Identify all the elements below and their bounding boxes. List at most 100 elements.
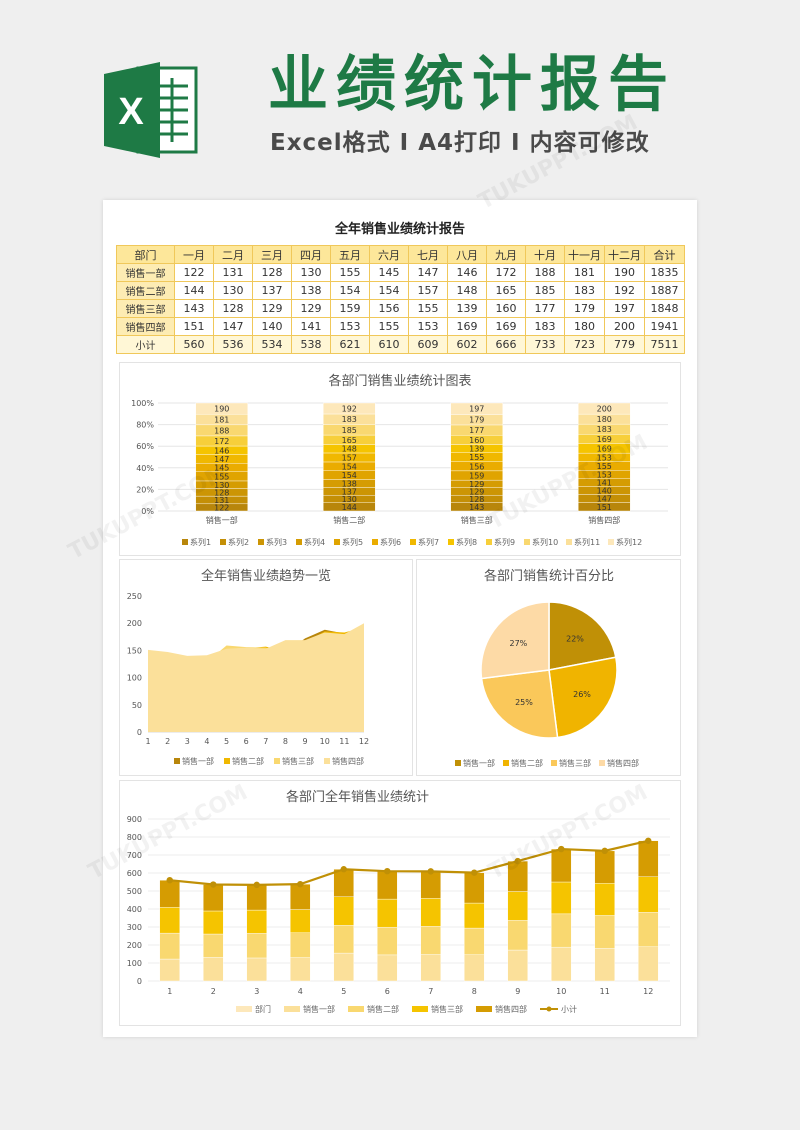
data-label: 177 (469, 426, 484, 435)
bar-segment (203, 910, 224, 935)
table-cell: 165 (486, 281, 526, 300)
bar-segment (507, 920, 528, 951)
legend-label: 系列6 (380, 537, 401, 547)
bar-segment (246, 933, 267, 959)
data-label: 159 (469, 471, 484, 480)
table-cell: 169 (447, 317, 487, 336)
x-tick-label: 9 (303, 737, 308, 746)
bar-segment (594, 915, 615, 949)
svg-text:X: X (118, 91, 144, 133)
table-cell: 185 (525, 281, 565, 300)
legend-label: 系列1 (190, 537, 211, 547)
bar-segment (290, 909, 311, 933)
table-cell: 146 (447, 263, 487, 282)
bar-segment (551, 881, 572, 915)
bar-segment (450, 402, 503, 415)
table-cell: 538 (291, 335, 331, 354)
data-label: 155 (214, 472, 229, 481)
bar-segment (246, 957, 267, 982)
data-label: 147 (214, 455, 229, 464)
legend-label: 系列9 (494, 537, 515, 547)
legend-swatch (258, 539, 264, 545)
legend-label: 系列2 (228, 537, 249, 547)
x-tick-label: 10 (320, 737, 330, 746)
table-cell: 151 (174, 317, 214, 336)
y-tick-label: 100 (127, 959, 142, 968)
table-cell: 666 (486, 335, 526, 354)
table-cell: 154 (330, 281, 370, 300)
table-row: 销售三部 143 128 129 129 159 156 155 139 160 177 179 197… (116, 299, 685, 318)
data-label: 160 (469, 436, 484, 445)
x-tick-label: 4 (204, 737, 209, 746)
x-tick-label: 5 (224, 737, 229, 746)
table-cell: 154 (369, 281, 409, 300)
table-cell: 1835 (644, 263, 685, 282)
legend-swatch (236, 1006, 252, 1012)
bar-segment (377, 898, 398, 928)
row-header: 销售一部 (116, 263, 175, 282)
bar-segment (464, 927, 485, 955)
x-tick-label: 6 (385, 987, 390, 996)
data-label: 154 (342, 462, 357, 471)
data-label: 153 (597, 453, 612, 462)
y-tick-label: 40% (136, 464, 154, 473)
y-tick-label: 0% (141, 507, 154, 516)
legend-label: 系列4 (304, 537, 325, 547)
table-cell: 621 (330, 335, 370, 354)
data-label: 128 (214, 488, 229, 497)
column-header: 四月 (291, 245, 331, 264)
legend-label: 销售四部 (495, 1004, 527, 1014)
table-cell: 131 (213, 263, 253, 282)
legend-swatch (410, 539, 416, 545)
data-label: 197 (469, 405, 484, 414)
table-cell: 192 (604, 281, 645, 300)
table-row: 销售四部 151 147 140 141 153 155 153 169 169 183 180 200… (116, 317, 685, 336)
line-point (253, 881, 260, 889)
data-label: 165 (342, 436, 357, 445)
y-tick-label: 100% (131, 399, 154, 408)
bar-segment (594, 850, 615, 884)
data-label: 143 (469, 503, 484, 512)
x-tick-label: 2 (165, 737, 170, 746)
data-label: 129 (469, 487, 484, 496)
bar-segment (195, 402, 248, 415)
table-cell: 141 (291, 317, 331, 336)
x-tick-label: 9 (515, 987, 520, 996)
legend-label: 部门 (255, 1004, 271, 1014)
bar-segment (594, 948, 615, 982)
legend-swatch (296, 539, 302, 545)
line-point (471, 869, 478, 876)
chart-title: 各部门销售业绩统计图表 (328, 373, 471, 389)
x-tick-label: 8 (283, 737, 288, 746)
table-cell: 181 (564, 263, 605, 282)
y-tick-label: 400 (127, 905, 142, 914)
line-point (384, 868, 391, 875)
table-cell: 160 (486, 299, 526, 318)
table-cell: 779 (604, 335, 645, 354)
data-label: 139 (469, 445, 484, 454)
x-tick-label: 3 (254, 987, 259, 996)
table-cell: 145 (369, 263, 409, 282)
bar-segment (551, 848, 572, 883)
y-tick-label: 20% (136, 485, 154, 494)
bar-segment (420, 926, 441, 955)
page-title: 业绩统计报告 (268, 50, 676, 120)
bar-segment (333, 925, 354, 954)
data-label: 146 (214, 446, 229, 455)
table-cell: 159 (330, 299, 370, 318)
data-label: 140 (597, 487, 612, 496)
legend-swatch (348, 1006, 364, 1012)
legend-swatch (486, 539, 492, 545)
column-header: 合计 (644, 245, 685, 264)
table-cell: 188 (525, 263, 565, 282)
dept-pie-chart-panel: 各部门销售统计百分比 22% 26% 25% 27% 销售一部 销售二部 销售三部 销售四部 (416, 559, 681, 776)
table-cell: 183 (525, 317, 565, 336)
data-label: 169 (597, 435, 612, 444)
trend-area-chart-panel: 全年销售业绩趋势一览 0 50 100 150 200 250 1 2 3 4 5 6 7 8 9 10 11 12… (119, 559, 413, 776)
legend-label: 系列5 (342, 537, 363, 547)
y-tick-label: 500 (127, 887, 142, 896)
x-tick-label: 1 (145, 737, 150, 746)
bar-segment (507, 949, 528, 982)
data-label: 144 (342, 503, 357, 512)
x-tick-label: 销售一部 (206, 515, 238, 525)
